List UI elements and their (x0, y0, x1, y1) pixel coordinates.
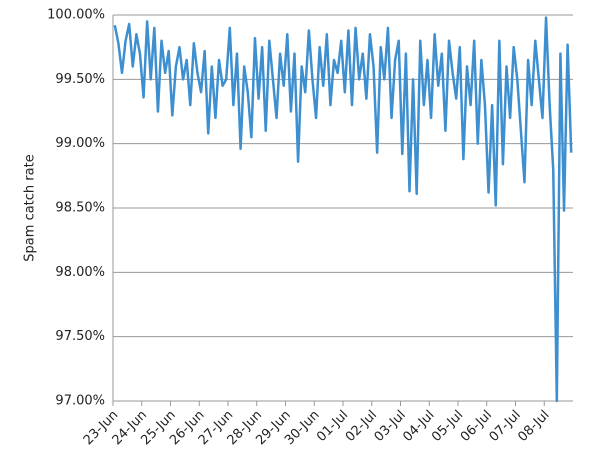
y-tick-label: 98.00% (55, 265, 105, 280)
y-tick-label: 97.50% (55, 329, 105, 344)
x-tick-label: 04-Jul (400, 408, 437, 445)
y-tick-label: 99.00% (55, 136, 105, 151)
x-tick-label: 01-Jul (314, 408, 351, 445)
x-tick-label: 05-Jul (429, 408, 466, 445)
x-tick-label: 02-Jul (343, 408, 380, 445)
y-tick-label: 97.00% (55, 394, 105, 409)
y-tick-label: 98.50% (55, 201, 105, 216)
x-tick-label: 07-Jul (487, 408, 524, 445)
x-tick-label: 06-Jul (458, 408, 495, 445)
line-series (113, 16, 573, 403)
y-tick-label: 99.50% (55, 72, 105, 87)
x-tick-label: 08-Jul (515, 408, 552, 445)
x-tick-label: 03-Jul (372, 408, 409, 445)
y-axis-label: Spam catch rate (23, 154, 38, 261)
y-tick-label: 100.00% (47, 8, 105, 23)
